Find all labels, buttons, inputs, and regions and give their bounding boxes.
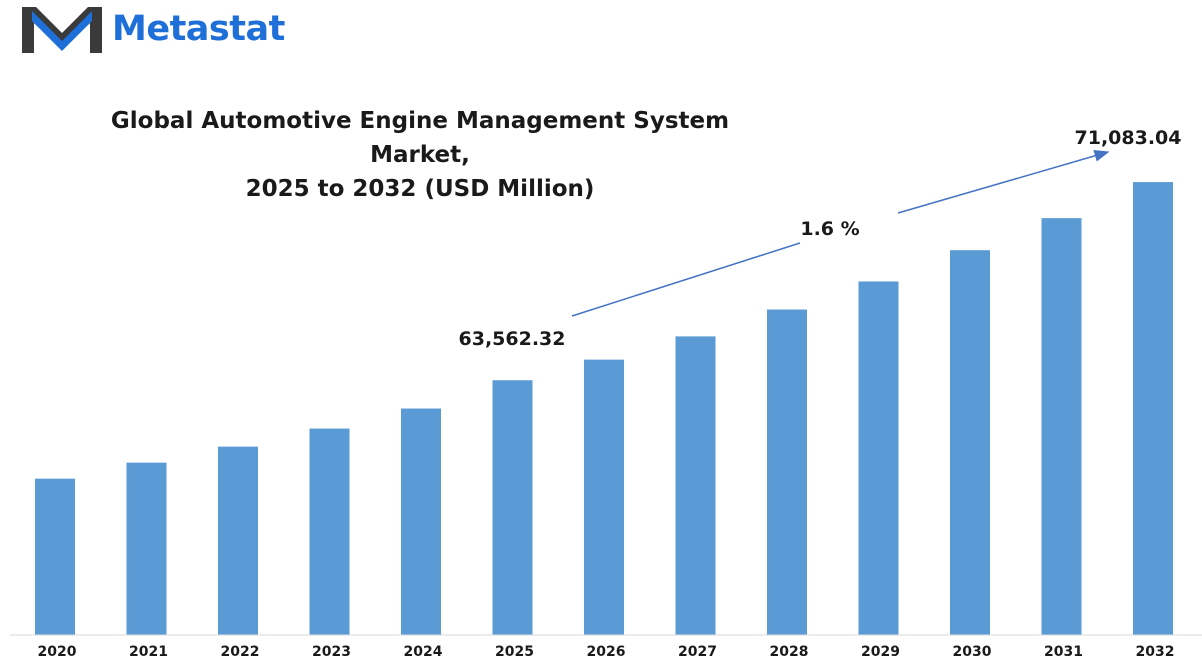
bar-2031 <box>1041 218 1082 635</box>
chart-title: Global Automotive Engine Management Syst… <box>60 104 780 206</box>
brand-logo: Metastat <box>20 3 285 55</box>
x-tick-2025: 2025 <box>495 644 534 660</box>
bar-2027 <box>675 336 716 635</box>
cagr-arrow-segment-1 <box>571 242 801 317</box>
bar-2020 <box>35 478 75 635</box>
x-tick-2022: 2022 <box>221 644 260 660</box>
x-tick-2030: 2030 <box>953 644 992 660</box>
x-tick-2026: 2026 <box>587 644 626 660</box>
bar-2032 <box>1133 182 1173 636</box>
bars-group <box>35 182 1173 636</box>
bar-2023 <box>309 428 350 635</box>
x-tick-2024: 2024 <box>404 644 443 660</box>
bar-2026 <box>584 359 624 635</box>
cagr-label: 1.6 % <box>800 218 859 240</box>
bar-2022 <box>218 446 258 635</box>
brand-name: Metastat <box>112 9 285 49</box>
x-tick-2028: 2028 <box>770 644 809 660</box>
cagr-arrow-segment-2 <box>897 150 1110 214</box>
x-tick-2020: 2020 <box>38 644 77 660</box>
metastat-m-icon <box>22 7 102 53</box>
bar-2021 <box>126 462 167 635</box>
chart-title-line2: 2025 to 2032 (USD Million) <box>245 176 595 202</box>
x-tick-2031: 2031 <box>1044 644 1083 660</box>
bar-2029 <box>858 281 899 635</box>
end-value-label: 71,083.04 <box>1075 127 1182 149</box>
bar-2028 <box>767 309 807 635</box>
bar-2030 <box>950 250 990 635</box>
x-tick-labels: 2020 2021 2022 2023 2024 2025 2026 2027 2028 2029… <box>38 644 1175 660</box>
x-tick-2027: 2027 <box>678 644 717 660</box>
x-tick-2023: 2023 <box>312 644 351 660</box>
chart-title-line1: Global Automotive Engine Management Syst… <box>110 108 730 168</box>
x-tick-2032: 2032 <box>1136 644 1175 660</box>
bar-2025 <box>492 380 533 635</box>
bar-2024 <box>401 408 441 635</box>
x-tick-2029: 2029 <box>861 644 900 660</box>
start-value-label: 63,562.32 <box>459 328 566 350</box>
x-tick-2021: 2021 <box>129 644 168 660</box>
